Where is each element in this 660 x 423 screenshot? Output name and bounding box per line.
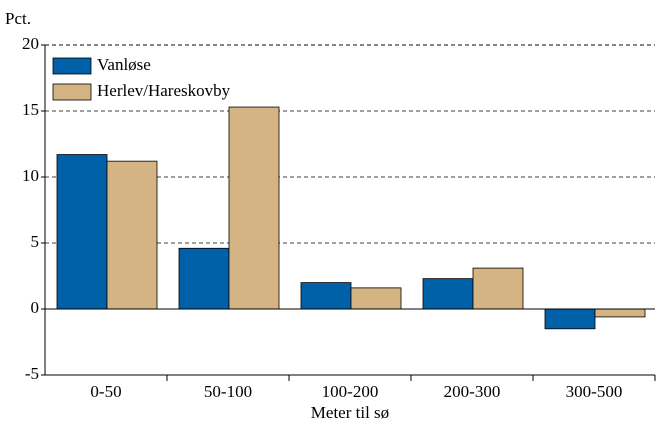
bar (422, 278, 474, 310)
bar (228, 106, 280, 310)
x-tick-label: 300-500 (566, 382, 623, 401)
bar (350, 287, 402, 310)
bar (544, 308, 596, 330)
bar (178, 247, 230, 310)
y-tick-label: 15 (22, 100, 39, 119)
legend-swatch (52, 83, 92, 101)
x-tick-label: 50-100 (204, 382, 252, 401)
y-tick-label: 10 (22, 166, 39, 185)
y-tick-label: -5 (25, 364, 39, 383)
bar (594, 308, 646, 318)
bar (472, 267, 524, 310)
legend-label: Vanløse (97, 55, 151, 74)
bar (56, 154, 108, 310)
x-axis-label: Meter til sø (311, 403, 389, 422)
legend-label: Herlev/Hareskovby (97, 81, 231, 100)
y-tick-label: 5 (31, 232, 40, 251)
y-axis-label: Pct. (5, 9, 31, 28)
y-tick-label: 0 (31, 298, 40, 317)
bar (300, 282, 352, 310)
x-tick-label: 0-50 (90, 382, 121, 401)
x-tick-label: 200-300 (444, 382, 501, 401)
y-tick-label: 20 (22, 34, 39, 53)
x-tick-label: 100-200 (322, 382, 379, 401)
legend-swatch (52, 57, 92, 75)
bar (106, 160, 158, 310)
